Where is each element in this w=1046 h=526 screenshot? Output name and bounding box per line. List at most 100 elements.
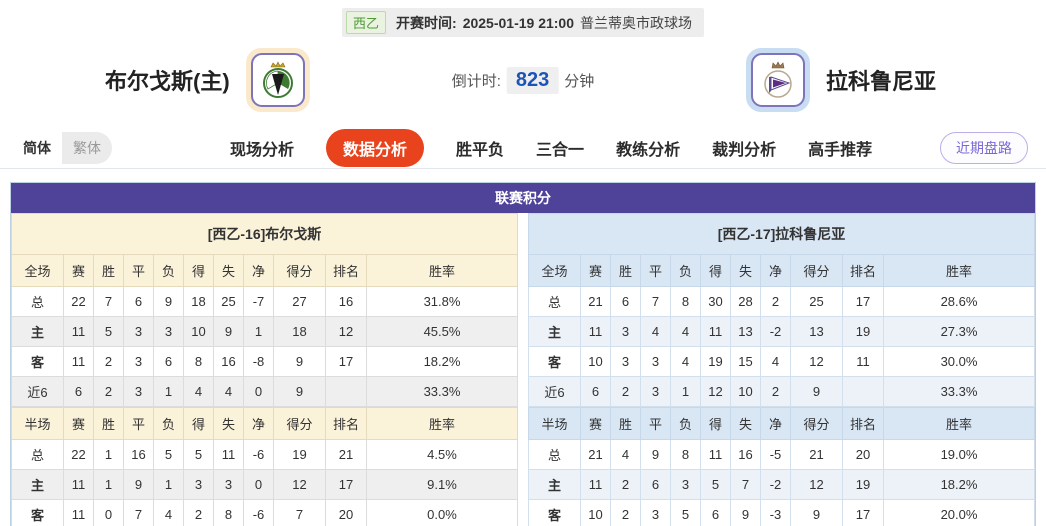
row-label: 总 [528,286,581,317]
stat-cell: 6 [63,376,94,407]
col-header: 胜 [610,407,641,440]
stat-cell: 21 [580,286,611,317]
stat-cell: 3 [610,346,641,377]
home-team-logo [245,48,310,112]
stat-cell: 17 [842,286,884,317]
row-label: 主 [528,316,581,347]
stat-cell: 9 [273,376,326,407]
tab-expert-picks[interactable]: 高手推荐 [808,141,873,159]
stat-cell: 0.0% [366,499,518,526]
stat-cell: 33.3% [366,376,518,407]
stat-cell: 20.0% [883,499,1035,526]
stat-row: 客 10 2 3 5 6 9 -3 9 17 20.0% [528,499,1035,526]
stat-cell: 10 [580,499,611,526]
col-header: 排名 [325,254,367,287]
stat-cell: 1 [670,376,701,407]
col-header: 赛 [63,407,94,440]
col-header: 胜 [93,407,124,440]
stat-cell: 19 [273,439,326,470]
stat-cell: 12 [325,316,367,347]
row-label: 客 [528,346,581,377]
stat-cell: 8 [213,499,244,526]
stat-cell: -5 [760,439,791,470]
kickoff-bar: 西乙 开赛时间: 2025-01-19 21:00 普兰蒂奥市政球场 [342,8,704,37]
tab-data-analysis[interactable]: 数据分析 [326,128,425,167]
stat-cell: 11 [63,499,94,526]
stat-row: 主 11 2 6 3 5 7 -2 12 19 18.2% [528,469,1035,500]
stat-cell: 45.5% [366,316,518,347]
tab-win-draw-loss[interactable]: 胜平负 [456,141,505,159]
stat-cell: 13 [730,316,761,347]
stat-cell [842,376,884,407]
stat-cell: 3 [213,469,244,500]
row-label: 主 [528,469,581,500]
row-label: 近6 [528,376,581,407]
row-label: 客 [11,346,64,377]
stat-cell: 22 [63,286,94,317]
stat-cell: 2 [610,499,641,526]
stat-cell: 18.2% [366,346,518,377]
col-header: 胜率 [883,407,1035,440]
analysis-tabs: 现场分析 数据分析 胜平负 三合一 教练分析 裁判分析 高手推荐 [230,128,873,167]
tab-live-analysis[interactable]: 现场分析 [230,141,295,159]
row-label: 近6 [11,376,64,407]
stat-row: 总 22 7 6 9 18 25 -7 27 16 31.8% [11,286,518,317]
stat-cell: 20 [325,499,367,526]
recent-odds-button[interactable]: 近期盘路 [940,131,1028,164]
col-header: 胜率 [883,254,1035,287]
stat-cell: 25 [213,286,244,317]
away-halftime-table: 半场赛胜平负得失净得分 排名 胜率总 21 4 9 8 11 16 -5 21 20 19.0% 主 11 2… [528,407,1035,526]
tab-coach-analysis[interactable]: 教练分析 [616,141,681,159]
stat-cell: 19 [842,469,884,500]
col-header: 赛 [580,407,611,440]
league-standings-title: 联赛积分 [11,183,1035,213]
away-section-title: [西乙-17]拉科鲁尼亚 [528,213,1035,254]
tab-referee-analysis[interactable]: 裁判分析 [712,141,777,159]
stat-cell: 28.6% [883,286,1035,317]
stat-cell: 9 [213,316,244,347]
col-header: 净 [760,254,791,287]
stat-cell: 18 [183,286,214,317]
col-header: 净 [243,254,274,287]
col-header: 失 [730,407,761,440]
stat-cell: 16 [123,439,154,470]
row-label: 主 [11,316,64,347]
stat-cell: 11 [842,346,884,377]
col-header: 胜率 [366,407,518,440]
stat-cell: 20 [842,439,884,470]
col-header: 半场 [528,407,581,440]
col-header: 负 [153,407,184,440]
stat-cell: 10 [580,346,611,377]
stat-cell: 2 [93,376,124,407]
stat-cell: -2 [760,316,791,347]
stat-cell: 33.3% [883,376,1035,407]
table-header-row: 半场赛胜平负得失净得分 排名 胜率 [11,407,518,440]
stat-cell: 9 [790,499,843,526]
stat-cell: 11 [580,316,611,347]
stat-cell: 0 [243,469,274,500]
lang-simplified-button[interactable]: 简体 [12,131,62,164]
league-badge: 西乙 [346,11,387,34]
stat-cell: 6 [123,286,154,317]
stat-cell: 1 [153,469,184,500]
stat-cell: 4 [670,316,701,347]
stat-cell: 3 [123,316,154,347]
col-header: 负 [670,407,701,440]
stat-cell: 4 [183,376,214,407]
col-header: 排名 [842,407,884,440]
home-team: 布尔戈斯(主) [105,48,310,112]
stat-row: 主 11 3 4 4 11 13 -2 13 19 27.3% [528,316,1035,347]
stat-cell: 4 [760,346,791,377]
row-label: 总 [528,439,581,470]
stat-cell: 4 [213,376,244,407]
stat-cell [325,376,367,407]
tab-three-in-one[interactable]: 三合一 [536,141,585,159]
stat-cell: -2 [760,469,791,500]
stat-cell: 0 [243,376,274,407]
stat-cell: 5 [670,499,701,526]
stat-cell: 15 [730,346,761,377]
stat-cell: 2 [760,286,791,317]
stat-row: 总 21 4 9 8 11 16 -5 21 20 19.0% [528,439,1035,470]
col-header: 得分 [790,254,843,287]
lang-traditional-button[interactable]: 繁体 [73,139,101,156]
